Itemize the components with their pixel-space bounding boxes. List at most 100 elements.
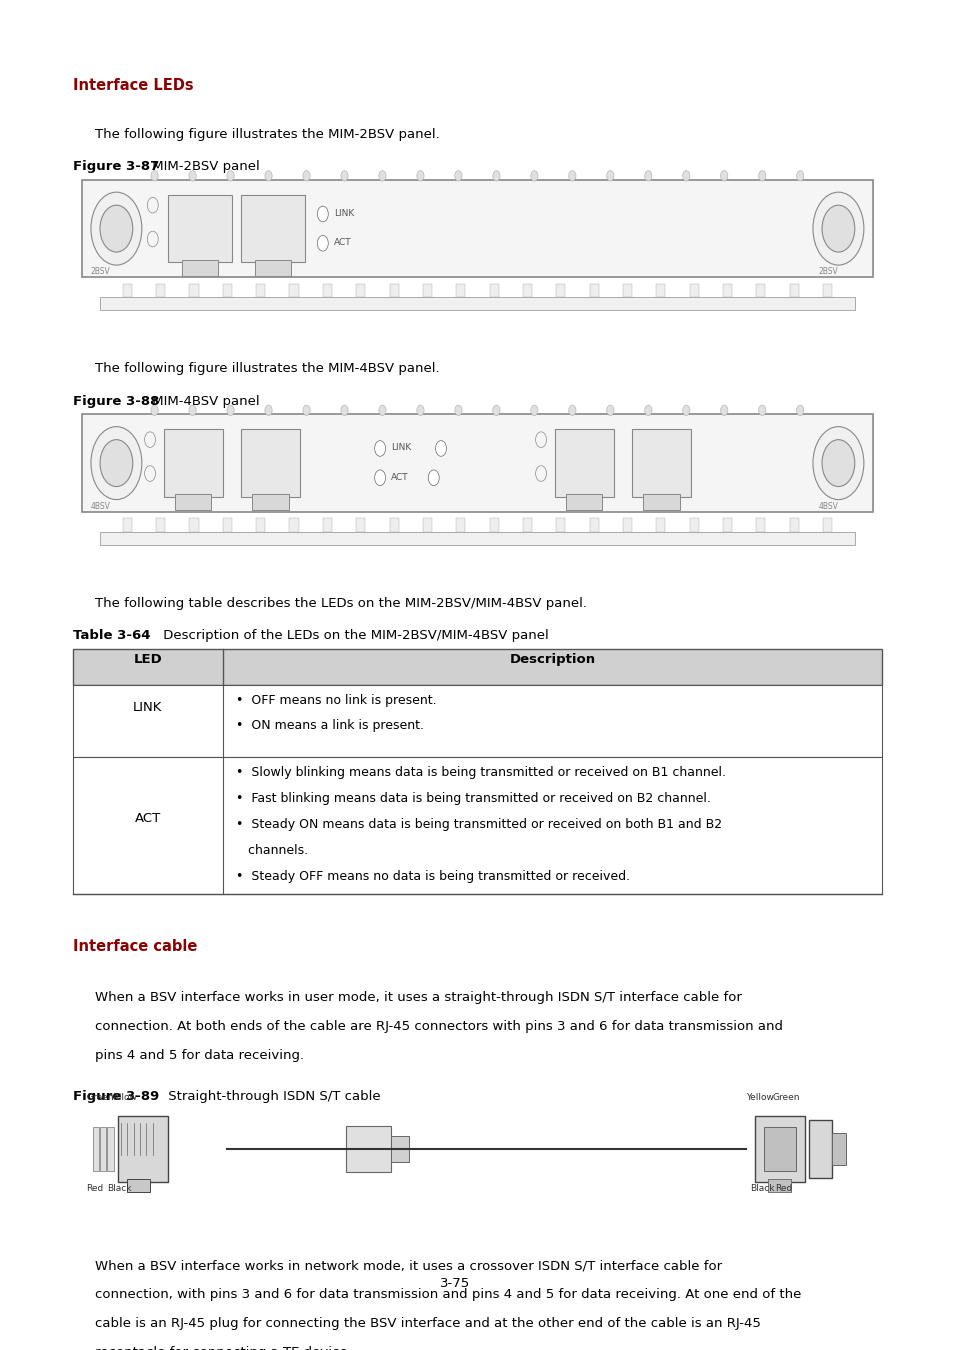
- Circle shape: [758, 170, 765, 181]
- Bar: [100, 297, 854, 310]
- Bar: [223, 518, 232, 532]
- Bar: [82, 414, 872, 512]
- Bar: [422, 518, 432, 532]
- Bar: [389, 518, 398, 532]
- Bar: [255, 518, 265, 532]
- Circle shape: [436, 440, 446, 456]
- Circle shape: [91, 192, 142, 265]
- Bar: [92, 1127, 99, 1170]
- Text: 3-75: 3-75: [439, 1277, 469, 1289]
- Bar: [355, 518, 365, 532]
- Circle shape: [91, 427, 142, 500]
- Bar: [556, 284, 565, 297]
- Bar: [322, 284, 332, 297]
- Text: •  Fast blinking means data is being transmitted or received on B2 channel.: • Fast blinking means data is being tran…: [236, 792, 711, 805]
- Circle shape: [378, 405, 386, 416]
- Circle shape: [796, 170, 803, 181]
- Bar: [656, 518, 664, 532]
- Bar: [255, 284, 265, 297]
- Circle shape: [302, 405, 310, 416]
- Text: Figure 3-88: Figure 3-88: [72, 394, 159, 408]
- Bar: [631, 429, 690, 497]
- Circle shape: [340, 405, 348, 416]
- Circle shape: [151, 405, 158, 416]
- Bar: [756, 284, 764, 297]
- Circle shape: [821, 205, 854, 252]
- Text: Yellow: Yellow: [109, 1094, 137, 1102]
- Bar: [622, 284, 631, 297]
- Text: MIM-4BSV panel: MIM-4BSV panel: [148, 394, 259, 408]
- Circle shape: [317, 207, 328, 221]
- Bar: [489, 518, 498, 532]
- Circle shape: [682, 170, 689, 181]
- Bar: [72, 649, 882, 686]
- Text: •  ON means a link is present.: • ON means a link is present.: [236, 720, 424, 732]
- Bar: [107, 1127, 113, 1170]
- Bar: [754, 1116, 804, 1181]
- Bar: [190, 518, 198, 532]
- Bar: [391, 1135, 409, 1162]
- Text: Yellow: Yellow: [745, 1094, 773, 1102]
- Circle shape: [265, 170, 272, 181]
- Circle shape: [100, 440, 132, 486]
- Text: Green: Green: [772, 1094, 800, 1102]
- Text: Interface LEDs: Interface LEDs: [72, 78, 193, 93]
- Circle shape: [644, 405, 651, 416]
- Bar: [456, 518, 465, 532]
- Bar: [722, 284, 731, 297]
- Bar: [254, 261, 291, 275]
- Bar: [763, 1127, 795, 1170]
- Text: Table 3-64: Table 3-64: [72, 629, 150, 643]
- Circle shape: [340, 170, 348, 181]
- Circle shape: [493, 170, 499, 181]
- Circle shape: [455, 405, 461, 416]
- Text: 2BSV: 2BSV: [818, 267, 838, 275]
- Text: connection. At both ends of the cable are RJ-45 connectors with pins 3 and 6 for: connection. At both ends of the cable ar…: [95, 1021, 782, 1033]
- Text: •  Steady ON means data is being transmitted or received on both B1 and B2: • Steady ON means data is being transmit…: [236, 818, 721, 832]
- Circle shape: [796, 405, 803, 416]
- Bar: [355, 284, 365, 297]
- Bar: [174, 494, 212, 510]
- Text: When a BSV interface works in network mode, it uses a crossover ISDN S/T interfa: When a BSV interface works in network mo…: [95, 1260, 721, 1273]
- Bar: [156, 518, 165, 532]
- Circle shape: [317, 235, 328, 251]
- Circle shape: [568, 170, 576, 181]
- Text: 2BSV: 2BSV: [91, 267, 111, 275]
- Circle shape: [147, 197, 158, 213]
- Bar: [822, 518, 831, 532]
- Bar: [100, 532, 854, 544]
- Circle shape: [812, 427, 863, 500]
- Circle shape: [147, 231, 158, 247]
- Bar: [554, 429, 613, 497]
- Text: Green: Green: [87, 1094, 113, 1102]
- Text: 4BSV: 4BSV: [91, 502, 111, 510]
- Circle shape: [375, 440, 385, 456]
- Circle shape: [821, 440, 854, 486]
- Text: Black: Black: [107, 1184, 132, 1193]
- Bar: [156, 284, 165, 297]
- Text: The following figure illustrates the MIM-2BSV panel.: The following figure illustrates the MIM…: [95, 128, 439, 140]
- Bar: [241, 194, 304, 262]
- Circle shape: [227, 405, 233, 416]
- Circle shape: [302, 170, 310, 181]
- Text: Description: Description: [509, 652, 595, 666]
- Circle shape: [100, 205, 132, 252]
- Circle shape: [189, 405, 196, 416]
- Bar: [556, 518, 565, 532]
- Circle shape: [720, 170, 727, 181]
- Bar: [241, 429, 300, 497]
- Bar: [289, 518, 298, 532]
- Bar: [253, 494, 289, 510]
- Text: Description of the LEDs on the MIM-2BSV/MIM-4BSV panel: Description of the LEDs on the MIM-2BSV/…: [159, 629, 548, 643]
- Text: LINK: LINK: [334, 209, 354, 217]
- Bar: [322, 518, 332, 532]
- Text: Figure 3-89: Figure 3-89: [72, 1091, 159, 1103]
- Circle shape: [530, 405, 537, 416]
- Bar: [422, 284, 432, 297]
- Text: Red: Red: [87, 1184, 104, 1193]
- Text: The following table describes the LEDs on the MIM-2BSV/MIM-4BSV panel.: The following table describes the LEDs o…: [95, 597, 587, 610]
- Bar: [589, 518, 598, 532]
- Circle shape: [606, 170, 614, 181]
- Circle shape: [151, 170, 158, 181]
- Bar: [456, 284, 465, 297]
